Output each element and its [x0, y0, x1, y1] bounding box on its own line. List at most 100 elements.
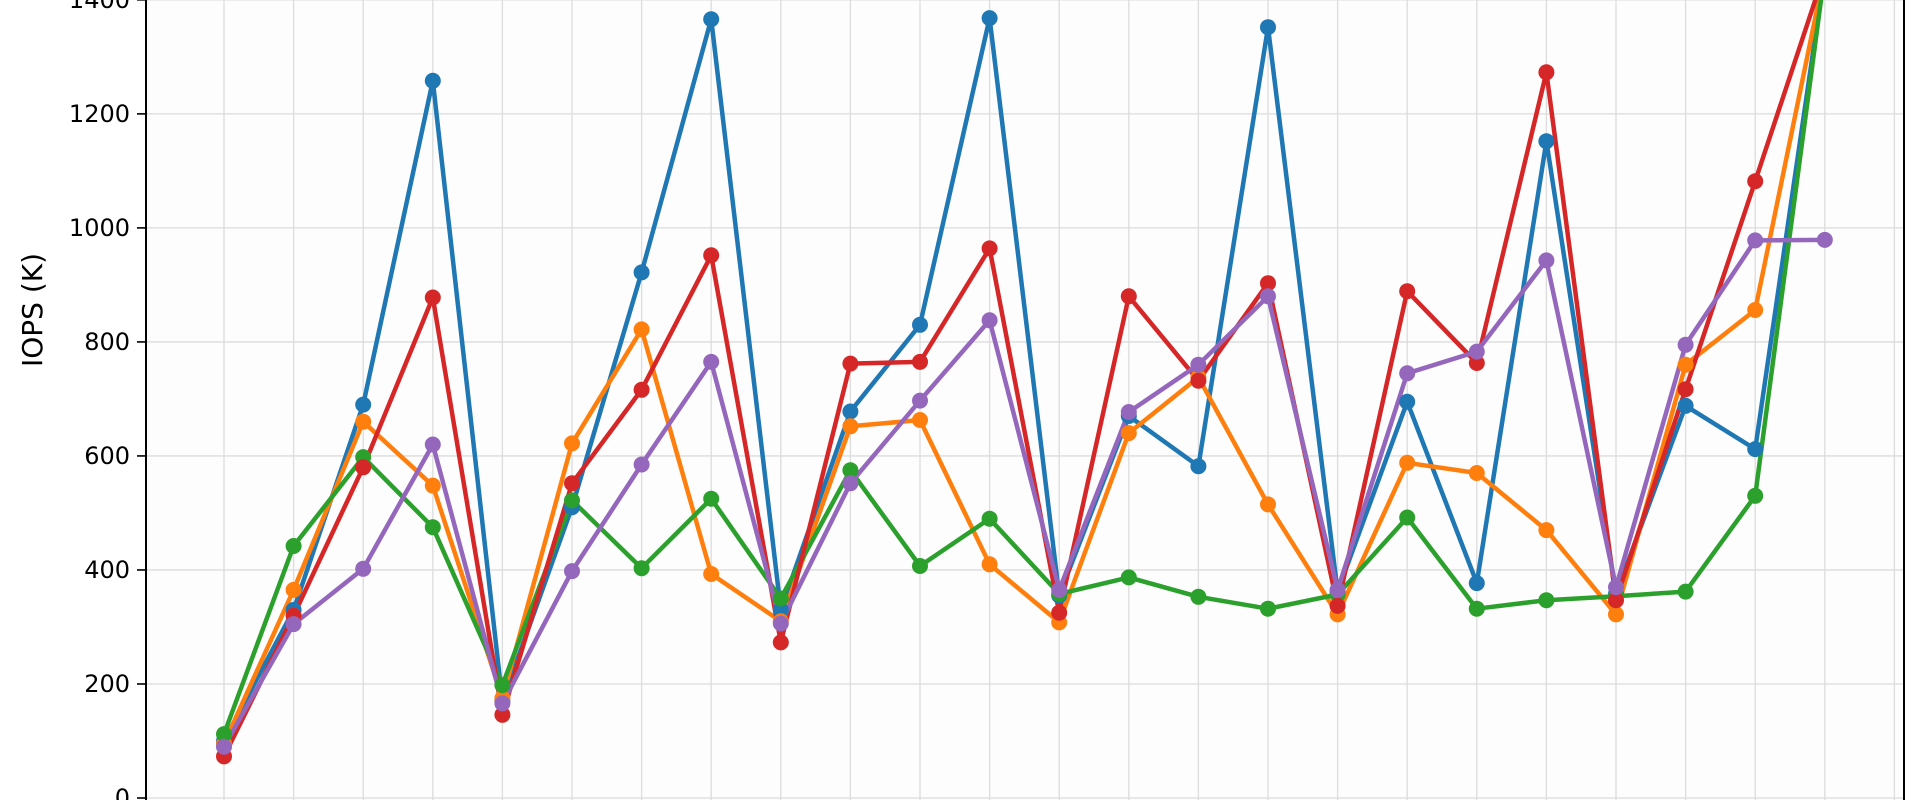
data-point: [285, 538, 302, 554]
data-point: [842, 462, 859, 479]
data-point: [981, 510, 998, 527]
data-point: [1468, 575, 1485, 592]
data-point: [772, 601, 789, 618]
data-point: [633, 456, 650, 473]
data-point: [216, 738, 232, 755]
data-point: [1399, 509, 1416, 526]
series-layer: [221, 0, 1828, 759]
data-point: [285, 581, 302, 598]
y-tick-label: 1400: [69, 0, 130, 14]
data-point: [1608, 579, 1624, 596]
data-point: [216, 726, 232, 743]
data-point: [1468, 465, 1485, 481]
data-point: [772, 634, 789, 651]
data-point: [1816, 231, 1833, 248]
data-point: [981, 556, 998, 573]
data-point: [703, 490, 720, 507]
data-point: [424, 436, 441, 453]
data-point: [355, 413, 372, 430]
data-point: [1538, 592, 1555, 609]
data-point: [842, 418, 859, 435]
axes: [137, 0, 1905, 800]
data-point: [1538, 64, 1555, 81]
data-point: [1120, 425, 1137, 442]
data-point: [1468, 600, 1485, 617]
data-point: [912, 412, 928, 428]
y-tick-label: 0: [115, 784, 130, 800]
data-point: [1468, 343, 1485, 360]
data-point: [772, 615, 789, 632]
data-point: [1747, 302, 1764, 318]
data-point: [842, 475, 859, 492]
data-point: [1399, 454, 1416, 471]
data-point: [1677, 356, 1694, 373]
data-point: [1747, 487, 1764, 504]
data-point: [912, 353, 928, 370]
data-point: [703, 247, 720, 264]
data-point: [1747, 173, 1764, 190]
y-tick-label: 600: [84, 442, 130, 470]
data-point: [912, 316, 928, 333]
data-point: [355, 560, 372, 577]
series-line-4: [221, 0, 1818, 759]
data-point: [1538, 133, 1555, 150]
data-point: [1260, 600, 1276, 617]
data-point: [1747, 441, 1764, 458]
data-point: [1538, 252, 1555, 269]
data-point: [1677, 336, 1694, 353]
data-point: [564, 492, 580, 509]
y-tick-label: 800: [84, 328, 130, 356]
data-point: [1399, 393, 1416, 410]
data-point: [912, 392, 928, 409]
data-point: [1329, 597, 1346, 614]
data-point: [633, 321, 650, 338]
data-point: [1120, 288, 1137, 305]
data-point: [494, 677, 511, 694]
plot-background: [146, 0, 1904, 800]
series-line-1: [221, 0, 1823, 744]
y-tick-label: 1200: [69, 100, 130, 128]
data-point: [1051, 604, 1068, 621]
data-point: [1468, 355, 1485, 371]
data-point: [1329, 581, 1346, 598]
data-point: [842, 355, 859, 372]
data-point: [981, 10, 998, 27]
data-point: [981, 240, 998, 257]
data-point: [1120, 569, 1137, 586]
data-point: [633, 381, 650, 398]
data-point: [772, 590, 789, 607]
data-point: [981, 312, 998, 329]
y-tick-label: 200: [84, 670, 130, 698]
data-point: [1260, 288, 1276, 305]
y-tick-label: 400: [84, 556, 130, 584]
data-point: [1677, 397, 1694, 414]
data-point: [703, 11, 720, 28]
data-point: [355, 459, 372, 476]
data-point: [1051, 581, 1068, 598]
data-point: [564, 563, 580, 580]
data-point: [1538, 522, 1555, 539]
data-point: [1608, 592, 1624, 609]
data-point: [703, 353, 720, 370]
data-point: [703, 566, 720, 582]
series-line-5: [221, 237, 1828, 749]
data-point: [1747, 232, 1764, 249]
data-point: [842, 403, 859, 420]
data-point: [1608, 606, 1624, 623]
data-point: [494, 706, 511, 723]
marker-layer: [216, 10, 1833, 765]
y-axis-label: IOPS (K): [16, 253, 49, 367]
data-point: [1120, 404, 1137, 420]
data-point: [1190, 372, 1207, 389]
data-point: [1260, 19, 1276, 36]
data-point: [1399, 283, 1416, 300]
data-point: [633, 264, 650, 281]
data-point: [564, 475, 580, 492]
data-point: [633, 560, 650, 577]
data-point: [1260, 275, 1276, 292]
data-point: [494, 695, 511, 712]
data-point: [355, 396, 372, 413]
data-point: [564, 435, 580, 452]
data-point: [1260, 496, 1276, 513]
